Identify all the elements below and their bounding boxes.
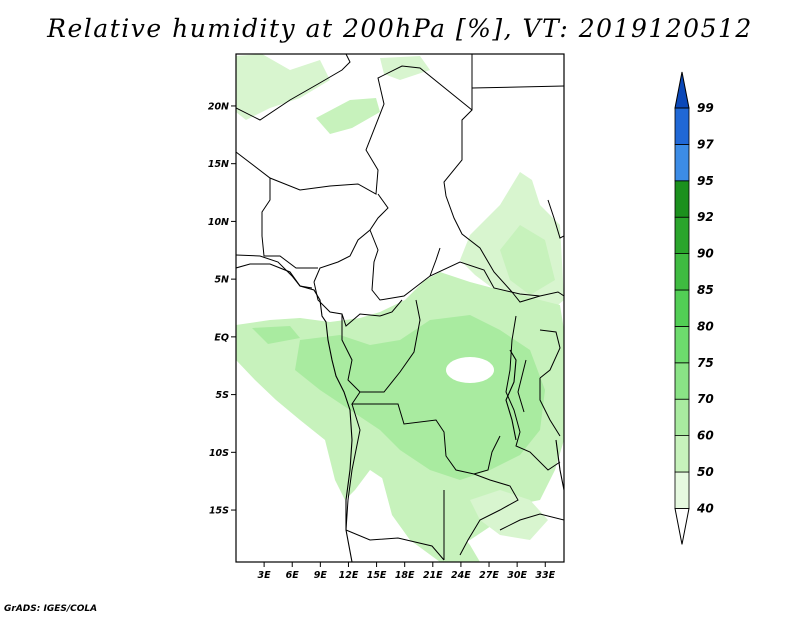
latitude-axis: 20N 15N 10N 5N EQ 5S 10S 15S [208,101,236,517]
lat-tick-label: 5N [214,275,229,286]
grads-credit: GrADS: IGES/COLA [4,604,98,614]
coastline-atlantic [236,263,353,562]
chart-title: Relative humidity at 200hPa [%], VT: 201… [47,14,753,43]
border-line [539,378,561,437]
border-line [429,247,441,277]
coastline-lakes [505,349,517,441]
border-line [313,281,403,327]
lon-tick-label: 6E [286,570,300,581]
colorbar-label: 85 [697,283,714,297]
lat-tick-label: 5S [216,390,230,401]
colorbar-label: 90 [697,247,714,261]
lon-tick-label: 30E [507,570,527,581]
humidity-patch-gulf [252,326,300,344]
colorbar-label: 80 [697,319,714,333]
border-line [369,229,541,301]
colorbar-label: 95 [697,174,714,188]
lon-tick-label: 9E [314,570,328,581]
lat-tick-label: 10S [209,448,229,459]
colorbar-segment [674,435,690,473]
colorbar: 40 50 60 70 75 80 85 90 92 95 97 99 [674,71,714,545]
humidity-patch-east-inner [500,225,555,295]
lat-tick-label: 15S [209,506,229,517]
border-line [351,391,501,475]
country-borders [236,54,564,561]
border-line [236,254,313,289]
border-line [517,359,527,413]
colorbar-segment [674,143,690,182]
map-frame [235,53,565,563]
longitude-axis: 3E 6E 9E 12E 15E 18E 21E 24E 27E 30E 33E [258,562,556,581]
lon-tick-label: 12E [339,570,359,581]
border-line [443,54,513,293]
border-line [261,178,318,269]
colorbar-max-triangle [674,71,690,109]
lat-tick-label: 20N [208,101,229,112]
border-line [345,529,445,561]
border-line [499,513,564,531]
humidity-patch-south [380,468,480,562]
lon-tick-label: 27E [479,570,499,581]
humidity-patch-north-top [380,56,430,80]
border-line [471,85,564,89]
border-line [539,329,561,379]
humidity-shading [236,54,564,562]
border-line [459,473,519,556]
coastline-indian [555,439,564,491]
colorbar-label: 60 [697,429,714,443]
lon-tick-label: 18E [395,570,415,581]
humidity-patch-southeast [470,490,548,540]
lon-tick-label: 33E [535,570,555,581]
border-line [345,403,361,531]
humidity-dry-hole [446,357,494,383]
border-line [547,199,564,239]
colorbar-label: 97 [697,137,714,151]
border-line [511,291,564,303]
border-line [236,54,351,121]
colorbar-segment [674,180,690,218]
colorbar-segment [674,398,690,437]
colorbar-label: 92 [697,210,714,224]
border-line [505,315,561,471]
coastline [236,263,564,562]
lon-tick-label: 15E [367,570,387,581]
lat-tick-label: EQ [214,332,229,343]
lon-tick-label: 21E [423,570,443,581]
colorbar-label: 50 [697,465,714,479]
colorbar-segment [674,362,690,400]
humidity-patch-congo-core [295,315,545,480]
lat-tick-label: 10N [208,217,229,228]
colorbar-label: 75 [697,356,714,370]
border-line [341,299,421,393]
colorbar-segment [674,471,690,509]
border-line [236,65,473,195]
colorbar-label: 40 [696,501,714,515]
border-line [313,193,389,283]
lon-tick-label: 3E [258,570,272,581]
colorbar-min-triangle [674,507,690,545]
humidity-patch-sahara-west [236,54,330,120]
colorbar-segment [674,253,690,291]
humidity-patch-sahara-mid [316,98,380,134]
colorbar-segment [674,216,690,254]
colorbar-segment [674,325,690,364]
colorbar-segment [674,289,690,327]
colorbar-label: 70 [697,392,714,406]
colorbar-label: 99 [697,101,714,115]
lon-tick-label: 24E [451,570,471,581]
colorbar-segment [674,107,690,145]
lat-tick-label: 15N [208,159,229,170]
